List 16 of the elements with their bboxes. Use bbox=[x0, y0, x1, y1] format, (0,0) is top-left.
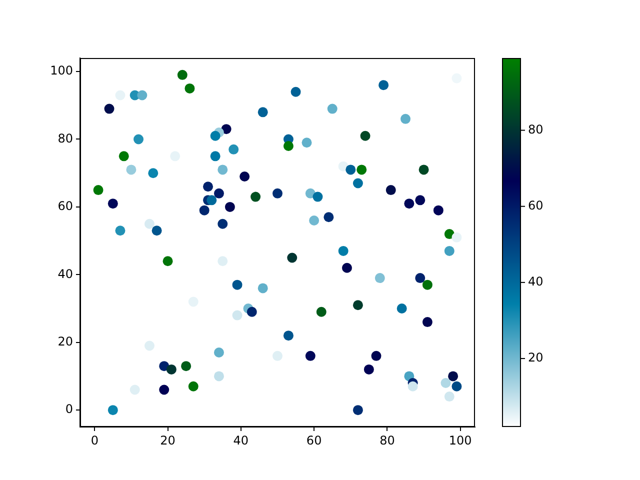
x-tick-label: 100 bbox=[448, 433, 472, 448]
y-tick-label: 20 bbox=[58, 334, 73, 348]
y-tick-label: 60 bbox=[58, 199, 73, 214]
color-bar-label: 40 bbox=[528, 274, 544, 289]
y-tick-label: 100 bbox=[50, 64, 73, 78]
color-bar-label: 80 bbox=[528, 122, 544, 136]
x-tick-label: 80 bbox=[380, 433, 395, 448]
x-tick-label: 60 bbox=[306, 433, 322, 448]
color-bar-label: 20 bbox=[528, 350, 544, 365]
y-tick-label: 0 bbox=[65, 402, 73, 416]
x-tick-label: 40 bbox=[233, 433, 249, 448]
x-tick-label: 0 bbox=[90, 433, 98, 448]
color-bar-label: 60 bbox=[528, 198, 544, 212]
y-tick-label: 40 bbox=[58, 266, 73, 281]
y-tick-label: 80 bbox=[58, 131, 73, 146]
x-tick-label: 20 bbox=[160, 433, 176, 448]
